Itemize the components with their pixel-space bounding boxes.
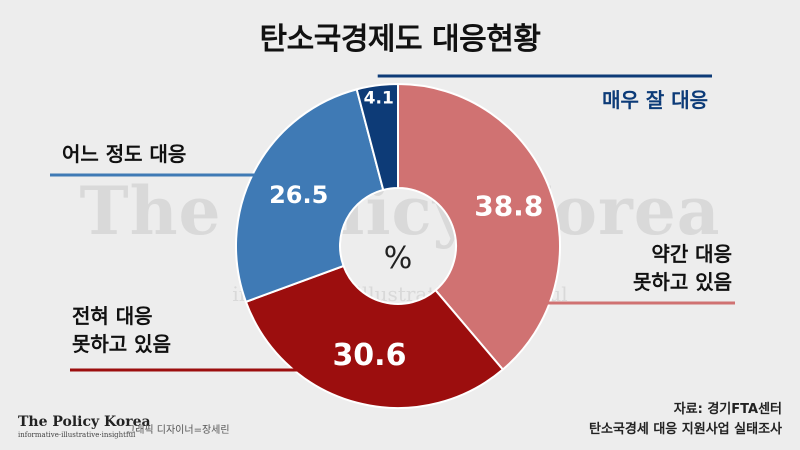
- label-slightly-not-line1: 약간 대응: [651, 242, 732, 266]
- value-label-somewhat: 26.5: [269, 181, 328, 209]
- value-label-very-well: 4.1: [364, 88, 394, 108]
- source-note: 자료: 경기FTA센터 탄소국경세 대응 지원사업 실태조사: [589, 400, 782, 440]
- chart-title: 탄소국경제도 대응현황: [259, 22, 541, 57]
- designer-credit: 그래픽 디자이너=장세린: [126, 425, 230, 436]
- source-line1: 자료: 경기FTA센터: [673, 402, 782, 417]
- label-not-at-all-line2: 못하고 있음: [72, 332, 171, 356]
- label-slightly-not: 약간 대응 못하고 있음: [633, 240, 732, 296]
- brand-name: The Policy Korea: [18, 414, 151, 430]
- source-line2: 탄소국경세 대응 지원사업 실태조사: [589, 422, 782, 437]
- label-very-well: 매우 잘 대응: [602, 88, 708, 112]
- slice-not-at-all: [244, 264, 505, 409]
- label-not-at-all: 전혀 대응 못하고 있음: [72, 302, 171, 358]
- label-somewhat: 어느 정도 대응: [62, 142, 187, 166]
- value-label-slightly-not: 38.8: [474, 189, 543, 222]
- value-labels: 38.8 30.6 26.5 4.1: [269, 88, 543, 373]
- donut-slices: [235, 82, 561, 409]
- leader-lines: [50, 74, 735, 372]
- slice-slightly-not: [397, 82, 561, 371]
- brand-tagline: informative·illustrative·insightful: [18, 431, 136, 439]
- center-percent-symbol: %: [384, 241, 413, 276]
- slice-somewhat: [235, 88, 385, 304]
- brand-logo: The Policy Korea informative·illustrativ…: [18, 414, 151, 439]
- value-label-not-at-all: 30.6: [332, 338, 406, 373]
- label-not-at-all-line1: 전혀 대응: [72, 304, 153, 328]
- label-slightly-not-line2: 못하고 있음: [633, 270, 732, 294]
- slice-very-well: [355, 82, 399, 192]
